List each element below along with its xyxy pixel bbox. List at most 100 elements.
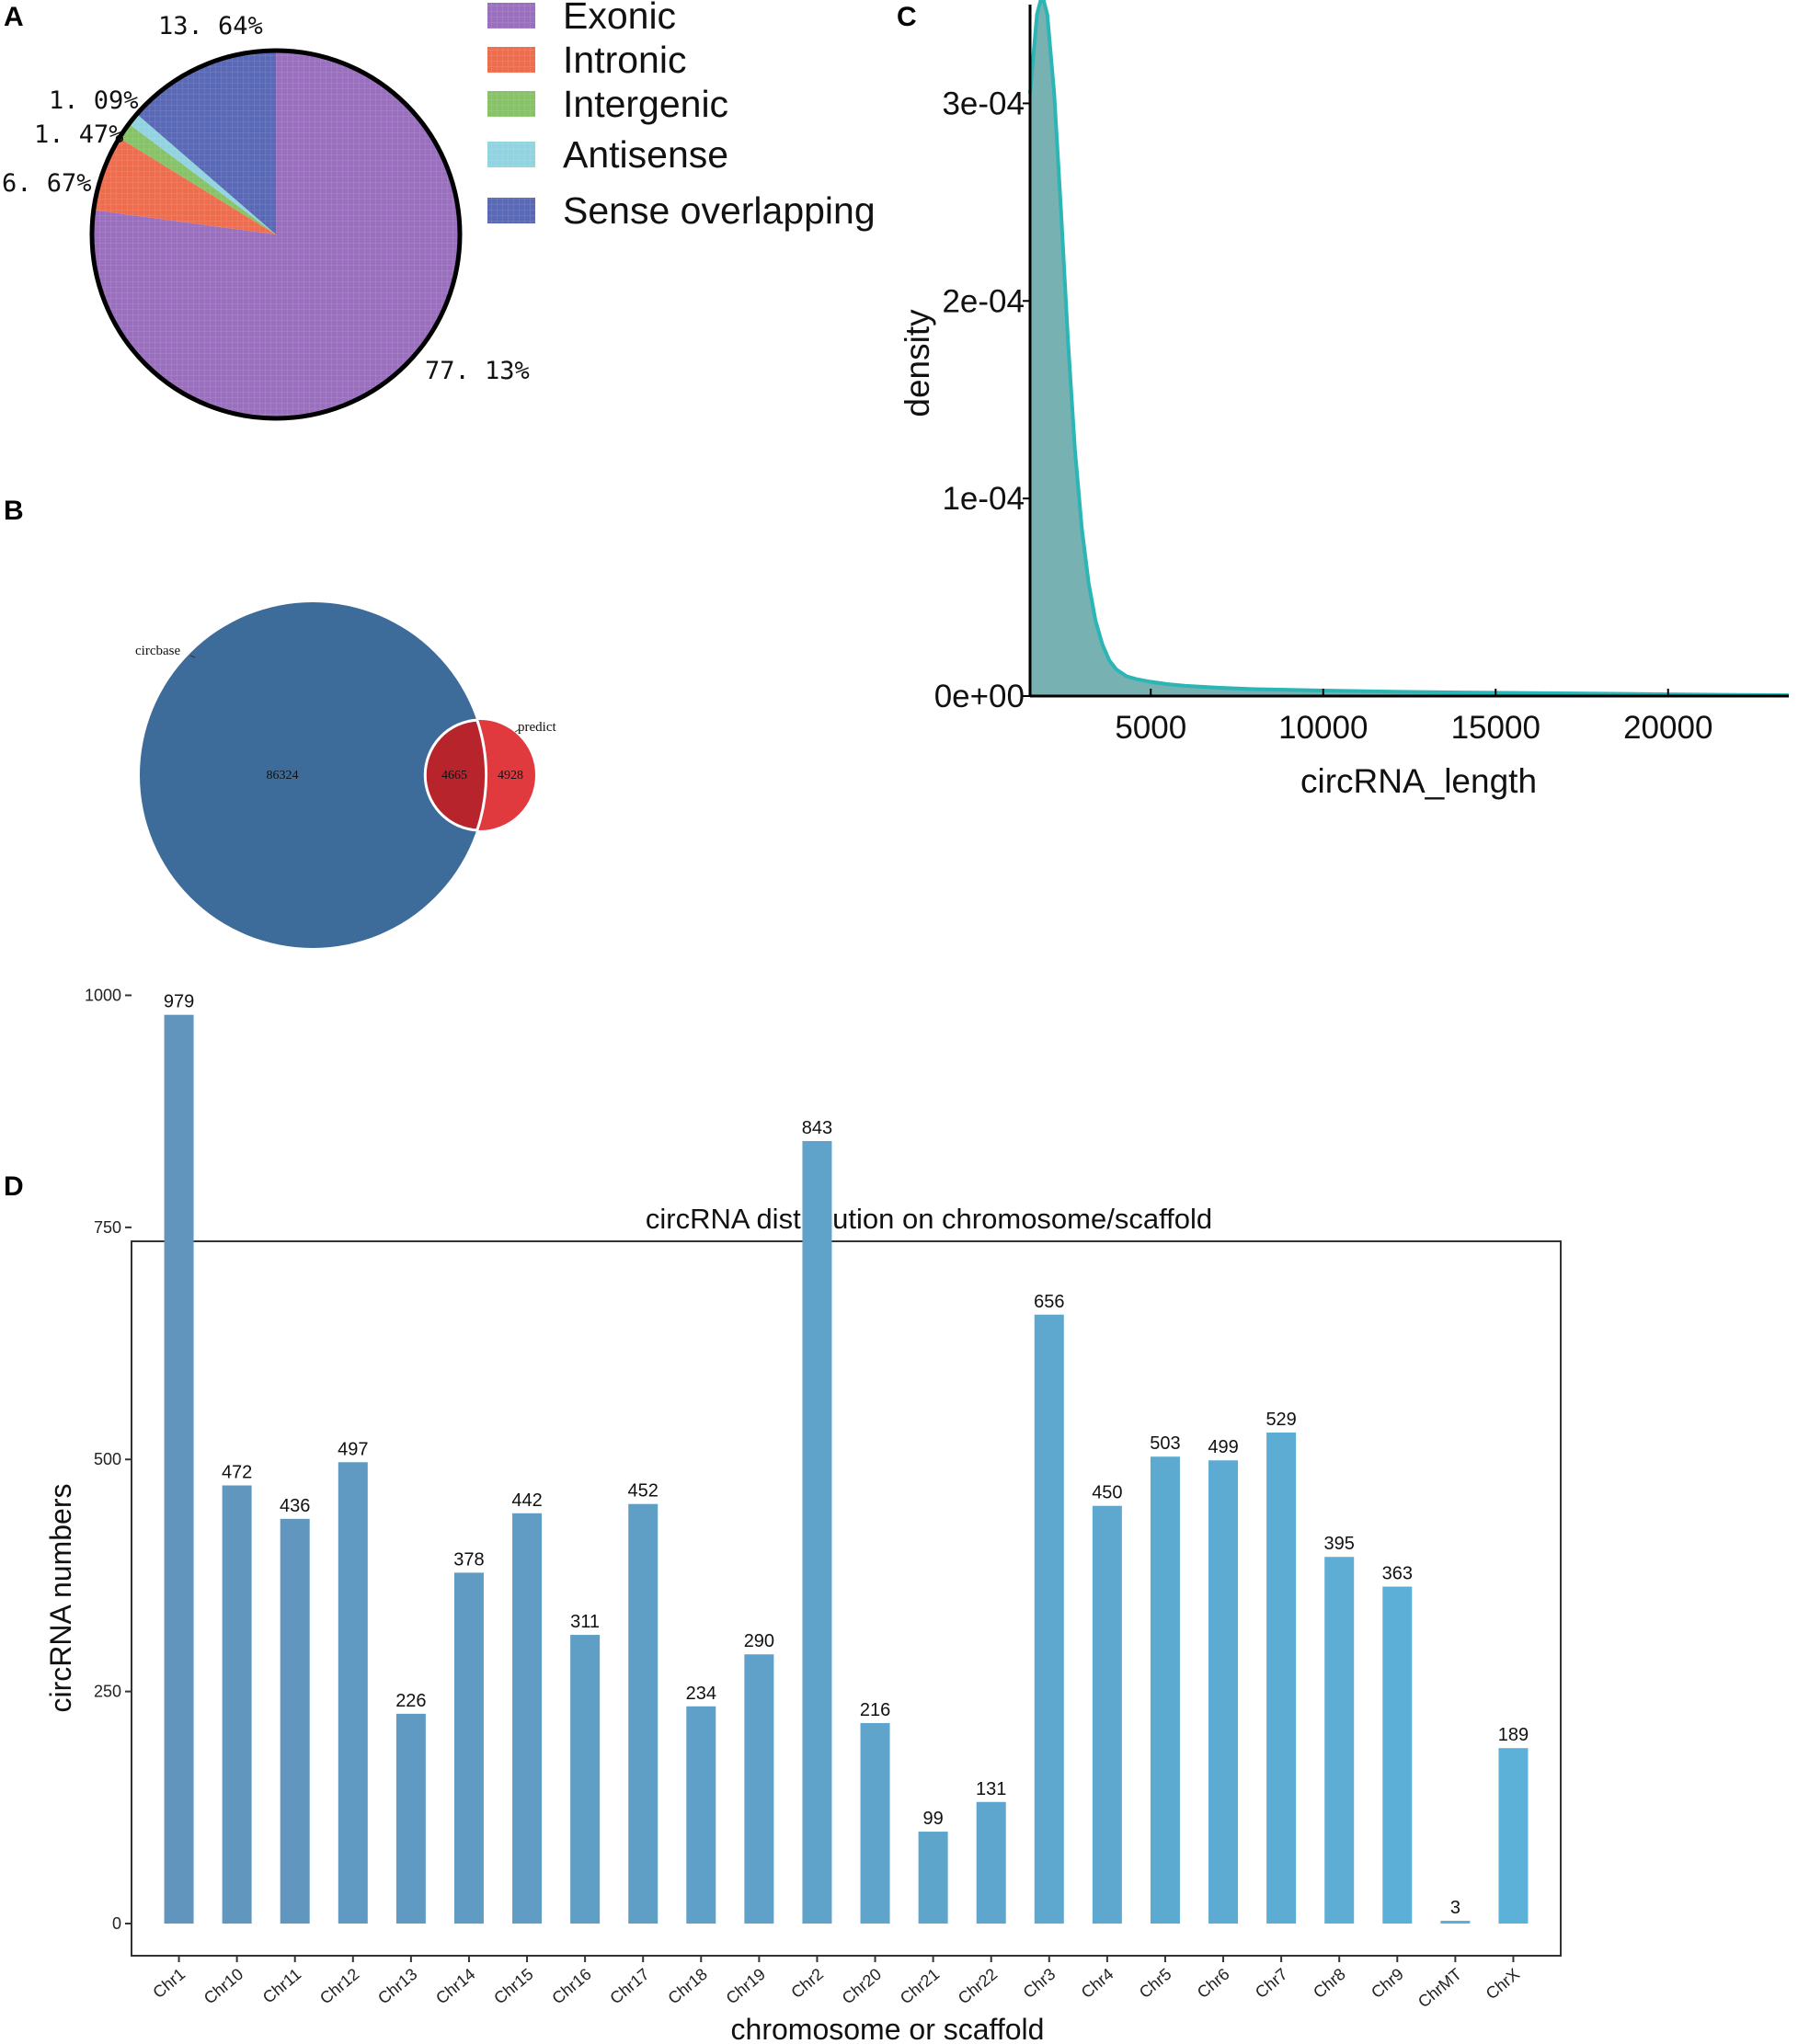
bar-chart-title: circRNA distribution on chromosome/scaff… [646,1203,1212,1235]
bar-value-label: 452 [628,1481,659,1502]
bar-value-label: 363 [1382,1564,1413,1584]
bar-x-tick-label: Chr8 [1310,1965,1349,2002]
bar-value-label: 442 [511,1490,542,1511]
pie-outline [89,48,463,421]
pie-label-intergenic: 1. 47% [34,120,124,149]
bar-x-tick-label: ChrX [1483,1965,1523,2004]
bar-value-label: 290 [744,1631,774,1651]
bar-x-tick-label: Chr12 [316,1965,362,2008]
density-x-tick-label: 10000 [1278,710,1368,746]
bar-value-label: 979 [164,992,194,1012]
bar-chr9 [1382,1586,1413,1924]
bar-x-tick-label: Chr19 [723,1965,769,2008]
bar-value-label: 99 [923,1809,944,1829]
venn-diagram: circbase predict 86324 4665 4928 [135,602,556,948]
pie-slice-texture-intronic [93,137,276,234]
bar-value-label: 311 [570,1612,600,1632]
legend-swatch-texture-antisense [487,142,535,167]
bar-value-label: 497 [338,1439,368,1459]
bar-chr4 [1092,1505,1122,1924]
bar-x-tick-label: Chr9 [1368,1965,1407,2002]
bar-x-tick-label: ChrMT [1414,1965,1465,2012]
bar-chart-frame [131,1240,1562,1957]
bar-value-label: 436 [280,1496,310,1516]
venn-label-leader-circbase [189,655,196,658]
bar-chr11 [280,1518,310,1924]
bar-value-label: 378 [453,1549,484,1570]
pie-slice-texture-antisense [129,114,276,234]
bar-x-tick-label: Chr22 [955,1965,1001,2008]
bar-chr21 [918,1832,948,1924]
bar-chart: circRNA distribution on chromosome/scaff… [44,986,1562,2044]
legend-label-antisense: Antisense [563,133,728,176]
bar-chr19 [744,1654,774,1924]
bar-chr12 [338,1462,368,1924]
bar-value-label: 499 [1208,1437,1238,1457]
bar-chr16 [570,1635,601,1924]
bar-x-tick-label: Chr20 [839,1965,885,2008]
density-line [1028,0,1790,698]
venn-label-predict: predict [518,720,556,735]
bar-x-tick-label: Chr6 [1194,1965,1233,2002]
bar-chr1 [164,1014,194,1924]
panel-letter-c: C [897,2,917,32]
legend-label-exonic: Exonic [563,0,676,37]
bar-value-label: 131 [976,1779,1006,1799]
pie-slice-texture-intergenic [119,123,276,234]
bar-x-tick-label: Chr21 [897,1965,943,2008]
pie-label-antisense: 1. 09% [49,86,139,115]
density-chart: 0e+00 1e-04 2e-04 3e-04 5000 10000 15000 20000 c… [899,0,1790,800]
bar-chr5 [1150,1456,1180,1924]
bar-value-label: 189 [1498,1725,1529,1745]
density-x-axis-title: circRNA_length [1300,762,1537,800]
bar-chrmt [1440,1920,1471,1924]
bar-chr18 [686,1706,716,1924]
bar-x-tick-label: Chr3 [1020,1965,1059,2002]
bar-x-tick-label: Chr13 [374,1965,420,2008]
bar-chr2 [802,1140,832,1924]
density-area [1030,0,1789,696]
bar-value-label: 216 [860,1700,890,1720]
bar-x-tick-label: Chr1 [149,1965,189,2002]
density-x-tick-label: 20000 [1623,710,1712,746]
legend-swatch-texture-sense-overlapping [487,198,535,223]
density-y-axis-title: density [899,309,936,417]
bar-value-label: 843 [802,1118,832,1138]
venn-count-circbase-only: 86324 [267,769,299,782]
venn-label-leader-predict [514,728,521,733]
venn-count-intersection: 4665 [441,769,467,782]
legend-label-intronic: Intronic [563,39,686,81]
bar-chr20 [860,1722,890,1924]
bar-chrx [1498,1748,1529,1924]
bar-y-tick-label: 0 [112,1914,121,1933]
venn-overlap [425,720,487,830]
bar-value-label: 656 [1034,1292,1064,1312]
bar-y-tick-label: 500 [94,1450,121,1468]
density-y-tick-label: 2e-04 [942,283,1025,319]
legend-swatch-texture-intronic [487,47,535,73]
density-y-tick-label: 0e+00 [934,679,1025,714]
venn-label-circbase: circbase [135,644,180,658]
pie-slice-texture-sense-overlapping [136,50,276,235]
venn-circle-circbase [140,602,486,948]
bar-y-tick-label: 750 [94,1218,121,1237]
bar-x-tick-label: Chr4 [1078,1965,1117,2002]
bar-chr17 [628,1503,659,1924]
pie-label-sense-overlapping: 13. 64% [158,12,263,40]
bar-value-label: 450 [1092,1483,1122,1503]
bar-y-axis-title: circRNA numbers [44,1484,77,1713]
bar-x-tick-label: Chr2 [787,1965,827,2002]
bar-chr15 [512,1513,543,1924]
bar-x-tick-label: Chr10 [200,1965,246,2008]
bar-y-tick-label: 250 [94,1683,121,1701]
bar-chr3 [1034,1314,1064,1924]
legend-label-intergenic: Intergenic [563,83,728,125]
bar-chr6 [1208,1460,1239,1924]
panel-letter-a: A [4,2,24,32]
bar-x-tick-label: Chr17 [606,1965,652,2008]
legend-label-sense-overlapping: Sense overlapping [563,189,876,232]
density-x-tick-label: 15000 [1451,710,1540,746]
density-y-tick-label: 3e-04 [942,86,1025,121]
venn-outline-circbase-arc [475,719,488,831]
